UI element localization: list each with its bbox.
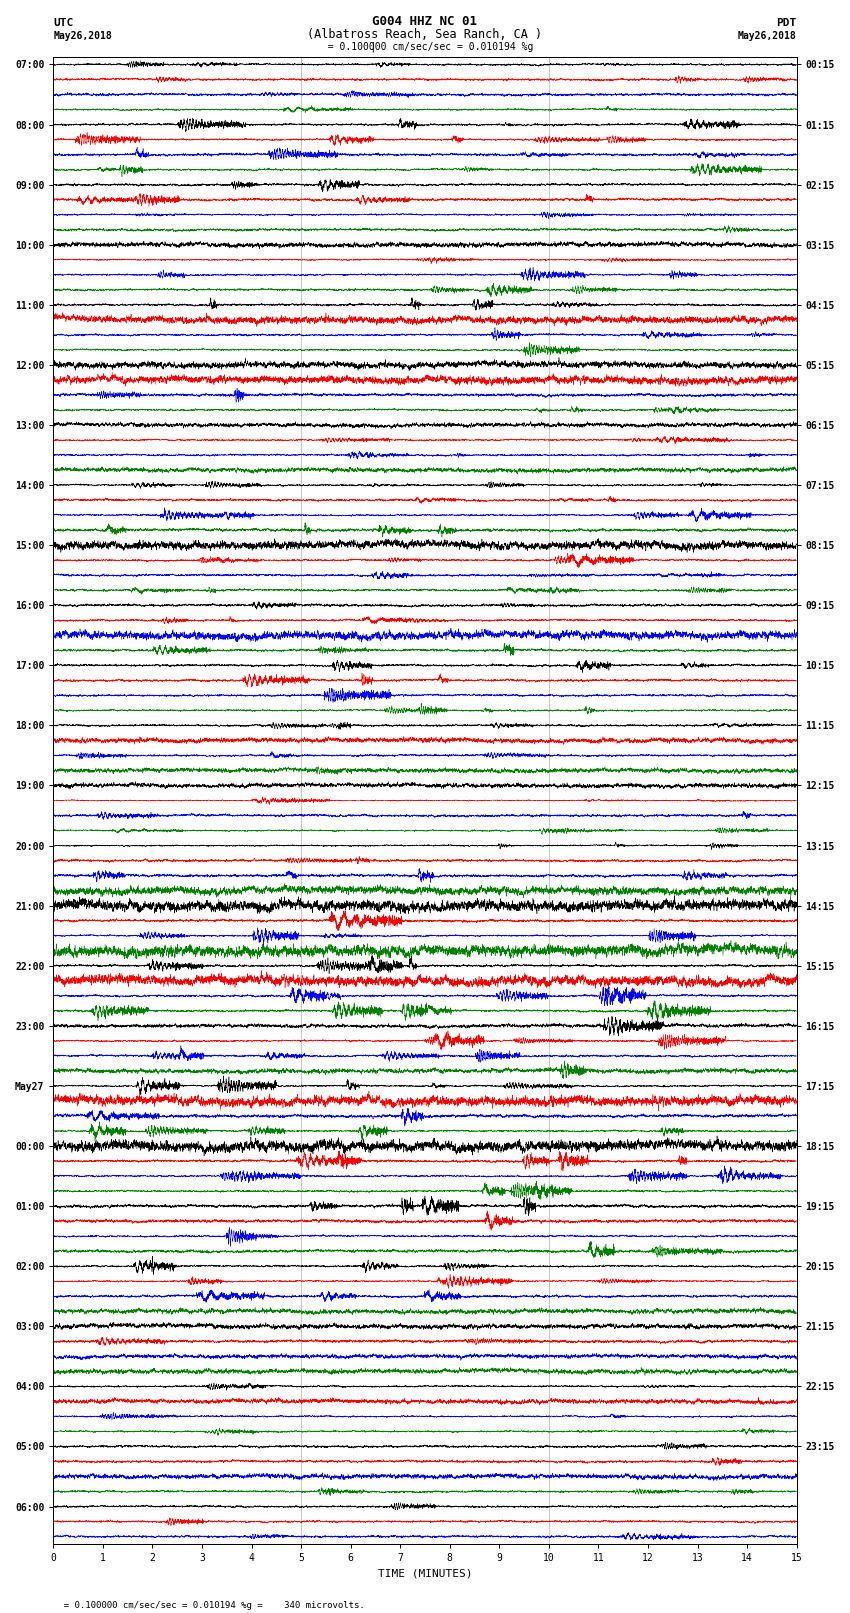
Text: May26,2018: May26,2018 [738,31,796,40]
Text: = 0.100000 cm/sec/sec = 0.010194 %g: = 0.100000 cm/sec/sec = 0.010194 %g [316,42,534,52]
Text: May26,2018: May26,2018 [54,31,112,40]
Text: (Albatross Reach, Sea Ranch, CA ): (Albatross Reach, Sea Ranch, CA ) [308,27,542,40]
Text: G004 HHZ NC 01: G004 HHZ NC 01 [372,15,478,27]
Text: PDT: PDT [776,18,796,27]
Text: |: | [369,42,376,52]
Text: = 0.100000 cm/sec/sec = 0.010194 %g =    340 microvolts.: = 0.100000 cm/sec/sec = 0.010194 %g = 34… [54,1600,366,1610]
Text: UTC: UTC [54,18,74,27]
X-axis label: TIME (MINUTES): TIME (MINUTES) [377,1569,473,1579]
